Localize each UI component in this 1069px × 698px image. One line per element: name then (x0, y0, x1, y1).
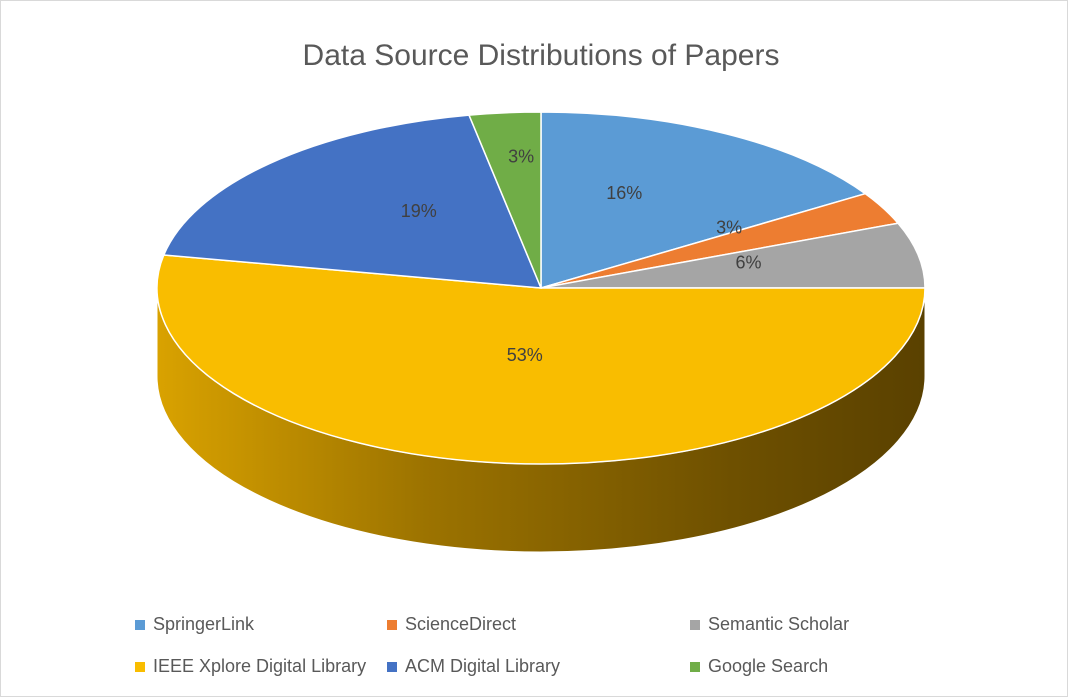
slice (156, 254, 926, 465)
legend-swatch (690, 662, 700, 672)
slice (540, 111, 867, 289)
data-label: 3% (508, 147, 534, 167)
legend-label: IEEE Xplore Digital Library (153, 656, 366, 676)
chart-title: Data Source Distributions of Papers (303, 39, 780, 72)
data-label: 3% (716, 217, 742, 237)
legend-label: ACM Digital Library (405, 656, 560, 676)
data-label: 53% (507, 345, 543, 365)
legend-swatch (690, 620, 700, 630)
slice (162, 114, 543, 289)
legend-swatch (135, 620, 145, 630)
pie: 16% 3% 6% 53% 19% 3% (156, 111, 926, 553)
data-label: 16% (606, 183, 642, 203)
legend-swatch (387, 662, 397, 672)
slice (467, 111, 542, 289)
legend-label: ScienceDirect (405, 614, 516, 634)
legend-swatch (135, 662, 145, 672)
slice (540, 222, 926, 289)
legend-label: Semantic Scholar (708, 614, 849, 634)
legend-label: SpringerLink (153, 614, 255, 634)
legend-swatch (387, 620, 397, 630)
data-label: 6% (735, 252, 761, 272)
legend-label: Google Search (708, 656, 828, 676)
legend: SpringerLink ScienceDirect Semantic Schola… (135, 614, 849, 676)
data-label: 19% (401, 201, 437, 221)
